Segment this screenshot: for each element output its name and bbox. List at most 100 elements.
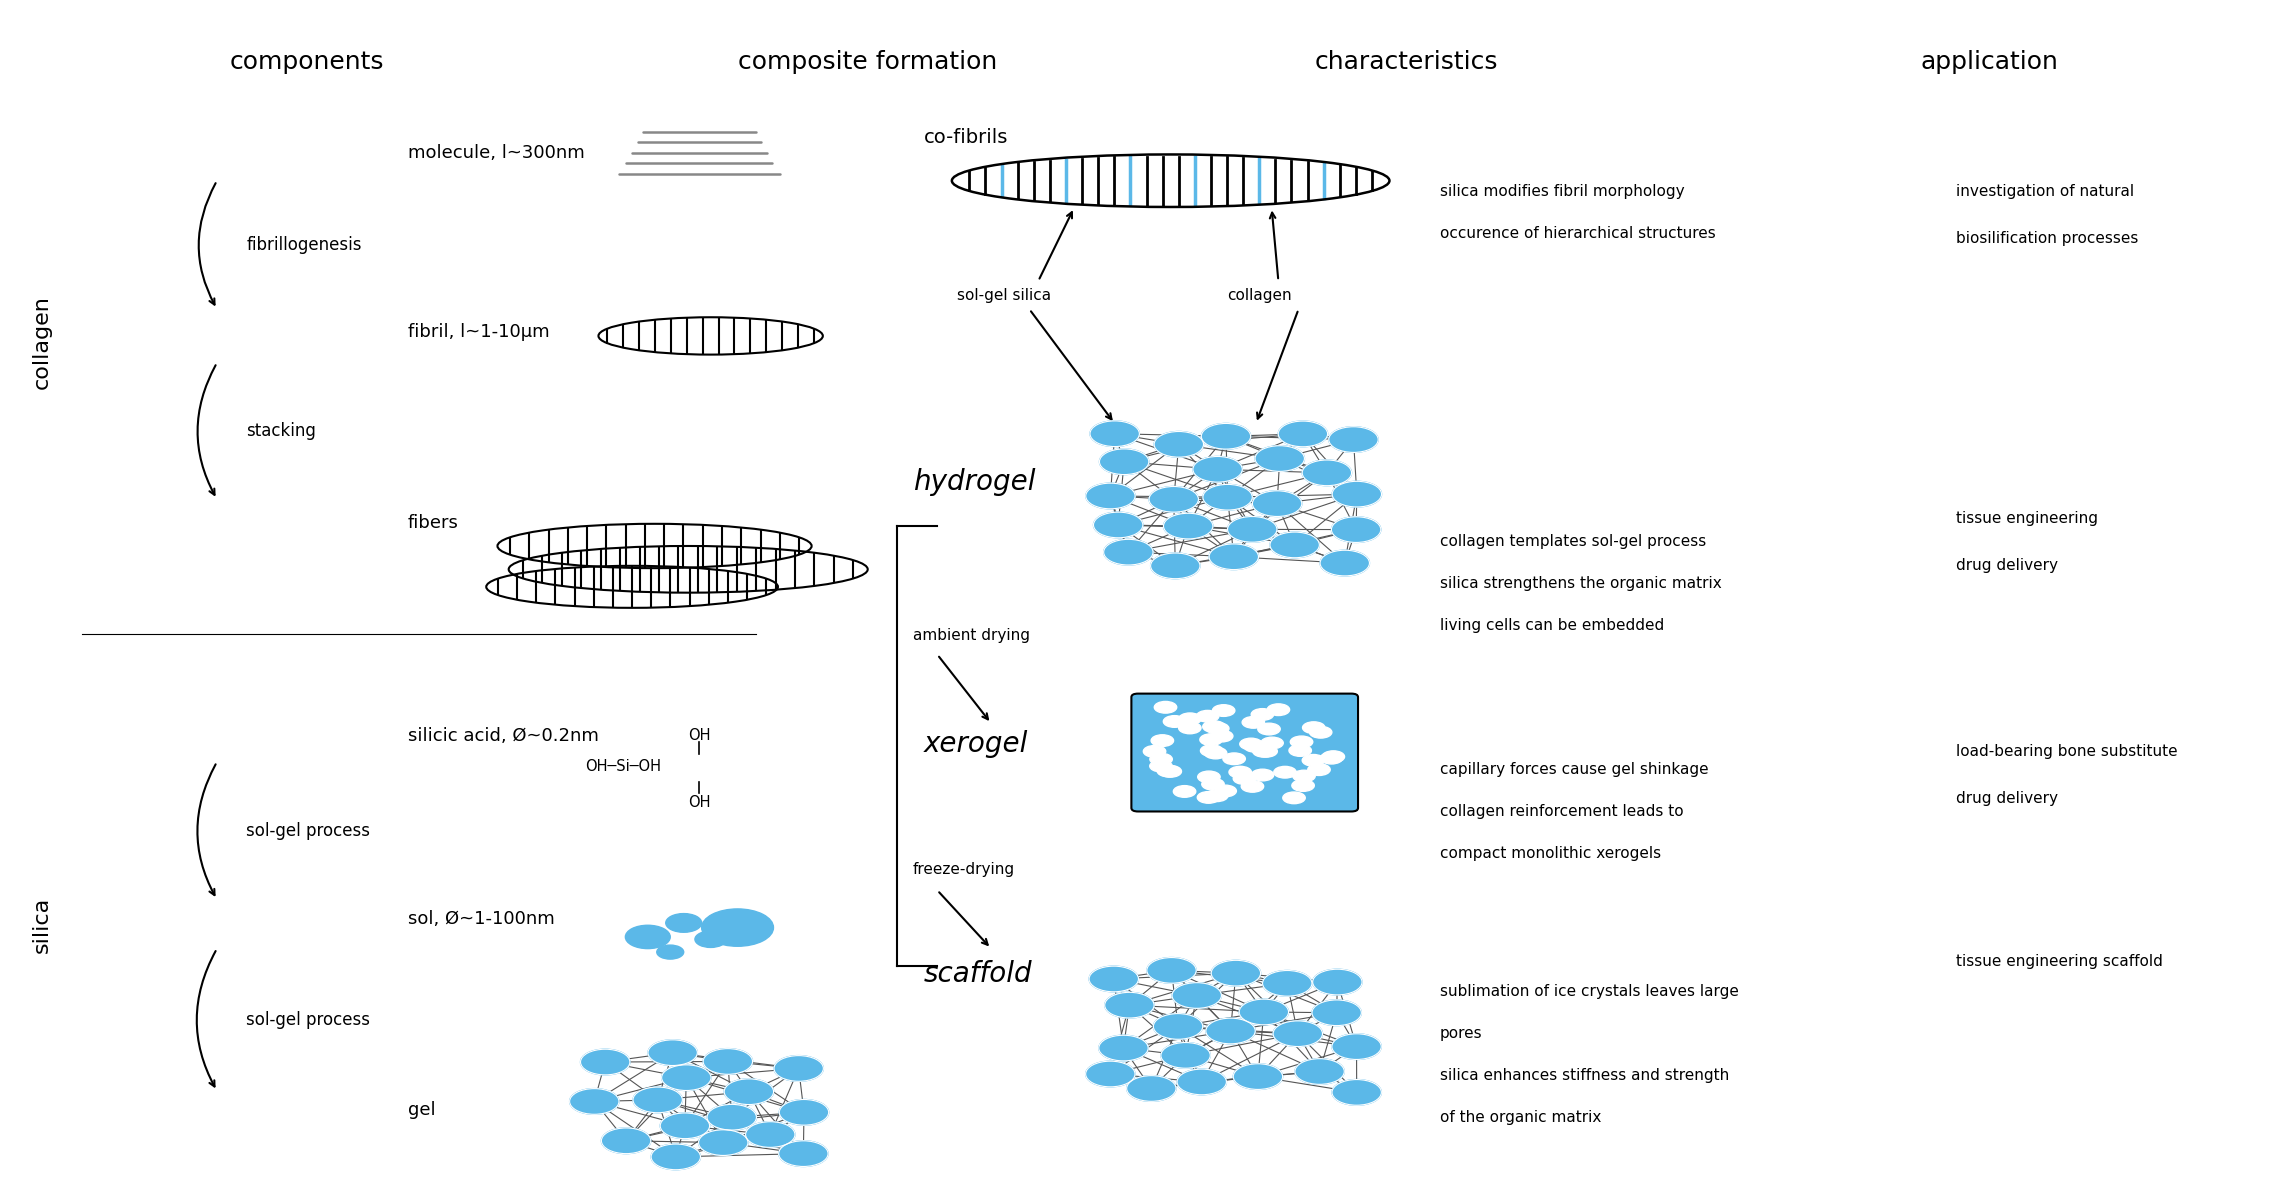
- Text: sol-gel process: sol-gel process: [246, 1010, 371, 1028]
- Circle shape: [703, 1049, 753, 1074]
- Text: fibril, l~1-10μm: fibril, l~1-10μm: [407, 323, 550, 341]
- Circle shape: [1333, 481, 1383, 508]
- Circle shape: [1312, 999, 1362, 1026]
- Ellipse shape: [487, 566, 778, 608]
- Circle shape: [1258, 723, 1280, 735]
- Text: drug delivery: drug delivery: [1956, 791, 2058, 806]
- Circle shape: [1207, 723, 1228, 734]
- Circle shape: [1205, 1019, 1255, 1044]
- Circle shape: [1260, 737, 1283, 749]
- Circle shape: [1205, 790, 1228, 802]
- Circle shape: [1098, 1035, 1148, 1061]
- Text: sublimation of ice crystals leaves large: sublimation of ice crystals leaves large: [1439, 984, 1740, 998]
- Circle shape: [1103, 540, 1153, 565]
- Circle shape: [568, 1088, 619, 1114]
- Text: occurence of hierarchical structures: occurence of hierarchical structures: [1439, 226, 1715, 242]
- Circle shape: [1228, 517, 1278, 542]
- Circle shape: [1210, 730, 1233, 742]
- Circle shape: [1251, 770, 1273, 780]
- Text: tissue engineering: tissue engineering: [1956, 511, 2099, 525]
- Circle shape: [600, 1128, 650, 1154]
- Circle shape: [1242, 780, 1264, 792]
- Ellipse shape: [498, 524, 812, 569]
- Circle shape: [1273, 766, 1296, 778]
- Circle shape: [659, 1113, 709, 1138]
- Circle shape: [1151, 760, 1171, 772]
- Circle shape: [1178, 722, 1201, 734]
- Circle shape: [1321, 551, 1369, 576]
- Circle shape: [1085, 1062, 1135, 1087]
- Circle shape: [1233, 773, 1255, 784]
- Circle shape: [1242, 717, 1264, 728]
- Text: sol-gel silica: sol-gel silica: [957, 287, 1051, 303]
- Text: freeze-drying: freeze-drying: [912, 862, 1014, 876]
- Circle shape: [666, 913, 703, 932]
- Circle shape: [1253, 746, 1276, 758]
- Circle shape: [1255, 746, 1278, 758]
- Circle shape: [780, 1100, 828, 1125]
- Circle shape: [580, 1050, 630, 1075]
- Circle shape: [657, 946, 684, 959]
- Text: hydrogel: hydrogel: [912, 468, 1035, 496]
- Circle shape: [1094, 512, 1144, 537]
- Circle shape: [1089, 421, 1139, 446]
- Circle shape: [1210, 543, 1258, 570]
- Circle shape: [1294, 1058, 1344, 1084]
- Circle shape: [650, 1144, 700, 1169]
- Text: collagen: collagen: [1226, 287, 1292, 303]
- Circle shape: [746, 1122, 796, 1148]
- Circle shape: [1273, 1021, 1323, 1046]
- Text: of the organic matrix: of the organic matrix: [1439, 1110, 1601, 1125]
- Text: collagen: collagen: [32, 294, 52, 389]
- Circle shape: [1244, 741, 1267, 752]
- Circle shape: [1262, 971, 1312, 996]
- Circle shape: [1151, 753, 1173, 765]
- Circle shape: [1178, 1069, 1226, 1095]
- Text: ambient drying: ambient drying: [912, 628, 1030, 643]
- Circle shape: [1239, 739, 1262, 749]
- Circle shape: [1201, 778, 1223, 790]
- Circle shape: [1294, 770, 1314, 782]
- Text: components: components: [230, 50, 384, 74]
- Circle shape: [1203, 485, 1253, 510]
- Text: characteristics: characteristics: [1314, 50, 1499, 74]
- Circle shape: [1283, 792, 1305, 803]
- Text: OH: OH: [689, 795, 712, 810]
- Text: co-fibrils: co-fibrils: [923, 128, 1007, 147]
- Text: silicic acid, Ø~0.2nm: silicic acid, Ø~0.2nm: [407, 728, 598, 746]
- Circle shape: [1278, 421, 1328, 446]
- Circle shape: [1212, 705, 1235, 716]
- Text: living cells can be embedded: living cells can be embedded: [1439, 619, 1665, 633]
- Text: silica modifies fibril morphology: silica modifies fibril morphology: [1439, 184, 1685, 199]
- Circle shape: [1312, 970, 1362, 995]
- Circle shape: [1214, 785, 1237, 797]
- Circle shape: [1201, 745, 1223, 757]
- Circle shape: [1269, 533, 1319, 558]
- Circle shape: [1126, 1076, 1176, 1101]
- Circle shape: [1162, 1043, 1210, 1068]
- Text: silica strengthens the organic matrix: silica strengthens the organic matrix: [1439, 576, 1721, 591]
- Text: gel: gel: [407, 1101, 434, 1119]
- Circle shape: [1310, 727, 1333, 739]
- Circle shape: [1292, 779, 1314, 791]
- Circle shape: [625, 925, 671, 948]
- Ellipse shape: [953, 154, 1389, 207]
- Circle shape: [1201, 734, 1223, 746]
- Circle shape: [1251, 709, 1273, 721]
- Text: load-bearing bone substitute: load-bearing bone substitute: [1956, 745, 2178, 759]
- Circle shape: [1308, 764, 1330, 776]
- Circle shape: [1178, 713, 1201, 724]
- Text: biosilification processes: biosilification processes: [1956, 231, 2138, 245]
- Circle shape: [1255, 445, 1305, 472]
- Text: composite formation: composite formation: [739, 50, 998, 74]
- Circle shape: [1171, 983, 1221, 1008]
- Circle shape: [1198, 771, 1221, 783]
- Circle shape: [1155, 701, 1176, 713]
- Circle shape: [1239, 999, 1289, 1025]
- Circle shape: [778, 1141, 828, 1166]
- Text: OH: OH: [689, 728, 712, 742]
- Circle shape: [696, 931, 725, 948]
- Circle shape: [773, 1056, 823, 1081]
- Circle shape: [1146, 958, 1196, 983]
- FancyBboxPatch shape: [1132, 693, 1358, 812]
